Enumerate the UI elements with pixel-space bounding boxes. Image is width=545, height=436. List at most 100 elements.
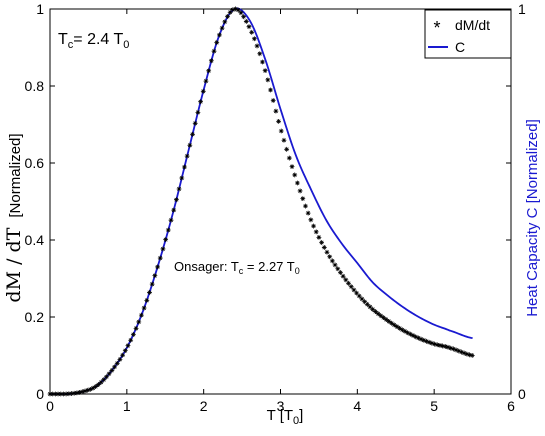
data-point-dmdt (249, 29, 255, 35)
onsager-annotation: Onsager: Tc = 2.27 T0 (174, 259, 300, 276)
x-tick-label: 1 (123, 398, 131, 414)
y-axis-title-right: Heat Capacity C [Normalized] (524, 119, 541, 317)
data-point-dmdt (281, 137, 287, 143)
data-point-dmdt (227, 9, 233, 15)
y-tick-label: 0.8 (25, 78, 45, 94)
data-point-dmdt (429, 340, 435, 346)
data-point-dmdt (214, 40, 220, 45)
data-point-dmdt (453, 347, 459, 353)
data-point-dmdt (230, 7, 236, 13)
data-point-dmdt (219, 25, 225, 31)
data-point-dmdt (448, 345, 454, 351)
x-tick-label: 4 (353, 398, 361, 414)
data-point-dmdt (421, 337, 427, 343)
data-point-dmdt (144, 297, 150, 303)
data-point-dmdt (445, 344, 451, 350)
data-point-dmdt (58, 391, 64, 397)
data-point-dmdt (260, 59, 265, 65)
data-point-dmdt (120, 352, 126, 358)
data-point-dmdt (52, 391, 58, 397)
data-point-dmdt (335, 266, 341, 272)
data-point-dmdt (319, 240, 325, 245)
x-axis-title-sub: 0 (293, 415, 299, 427)
onsager-annotation-value: = 2.27 T (243, 259, 294, 274)
data-point-dmdt (343, 277, 349, 283)
data-point-dmdt (63, 391, 69, 397)
x-tick-label: 6 (507, 398, 515, 414)
data-point-dmdt (77, 389, 82, 395)
data-point-dmdt (233, 6, 238, 12)
data-point-dmdt (71, 390, 77, 396)
y-tick-label: 1 (36, 1, 44, 17)
data-point-dmdt (467, 352, 472, 358)
data-point-dmdt (251, 36, 257, 42)
data-point-dmdt (139, 312, 144, 318)
tc-annotation-value: = 2.4 T (73, 31, 123, 48)
data-point-dmdt (109, 368, 115, 373)
data-point-dmdt (152, 273, 158, 279)
data-point-dmdt (163, 237, 169, 243)
data-point-dmdt (257, 51, 263, 57)
data-point-dmdt (184, 153, 190, 159)
data-point-dmdt (90, 385, 96, 391)
data-point-dmdt (171, 207, 177, 213)
onsager-annotation-sub2: 0 (295, 266, 300, 276)
data-point-dmdt (262, 68, 268, 73)
data-point-dmdt (354, 290, 359, 296)
data-point-dmdt (459, 349, 464, 355)
data-point-dmdt (442, 344, 448, 349)
data-point-dmdt (321, 245, 327, 250)
legend-label-c: C (455, 39, 465, 55)
data-point-dmdt (165, 227, 171, 233)
data-point-dmdt (130, 332, 136, 337)
data-point-dmdt (179, 175, 185, 181)
data-point-dmdt (238, 10, 244, 16)
data-point-dmdt (206, 68, 212, 74)
data-point-dmdt (222, 19, 228, 25)
x-tick-label: 3 (277, 398, 285, 414)
tc-annotation-sub: c (68, 39, 74, 51)
x-tick-label: 0 (46, 398, 54, 414)
data-point-dmdt (173, 197, 179, 203)
data-point-dmdt (182, 164, 187, 170)
data-point-dmdt (98, 379, 104, 385)
data-point-dmdt (50, 391, 56, 397)
data-point-dmdt (211, 48, 217, 54)
data-point-dmdt (402, 328, 408, 334)
x-axis-title-main: T [T (267, 407, 293, 424)
data-point-dmdt (295, 180, 300, 186)
series-layer (47, 6, 475, 397)
data-point-dmdt (55, 391, 61, 397)
tc-annotation-prefix: T (58, 31, 68, 48)
data-point-dmdt (410, 333, 416, 338)
tc-annotation: Tc= 2.4 T0 (58, 31, 129, 51)
data-point-dmdt (61, 391, 66, 397)
data-point-dmdt (278, 128, 284, 134)
y-axis-title-left-main: dM / dT (3, 227, 25, 302)
data-point-dmdt (74, 390, 80, 396)
data-point-dmdt (375, 311, 381, 317)
data-point-dmdt (329, 258, 335, 264)
data-point-dmdt (147, 290, 152, 295)
y-tick-label-right: 0 (518, 386, 526, 402)
data-point-dmdt (364, 301, 370, 307)
legend-box (424, 9, 512, 59)
data-point-dmdt (372, 309, 378, 314)
data-point-dmdt (413, 334, 419, 340)
data-point-dmdt (340, 273, 346, 279)
data-point-dmdt (359, 296, 365, 302)
data-point-dmdt (381, 315, 386, 321)
data-point-dmdt (346, 280, 351, 286)
data-point-dmdt (128, 337, 134, 343)
data-point-dmdt (168, 217, 174, 223)
data-point-dmdt (370, 306, 376, 312)
data-point-dmdt (133, 325, 139, 331)
data-point-dmdt (292, 172, 298, 178)
data-point-dmdt (418, 336, 424, 342)
y-tick-label: 0 (36, 386, 44, 402)
data-point-dmdt (289, 164, 295, 170)
data-point-dmdt (397, 325, 402, 331)
data-point-dmdt (367, 304, 373, 310)
onsager-annotation-sub: c (239, 266, 244, 276)
data-point-dmdt (203, 78, 209, 84)
